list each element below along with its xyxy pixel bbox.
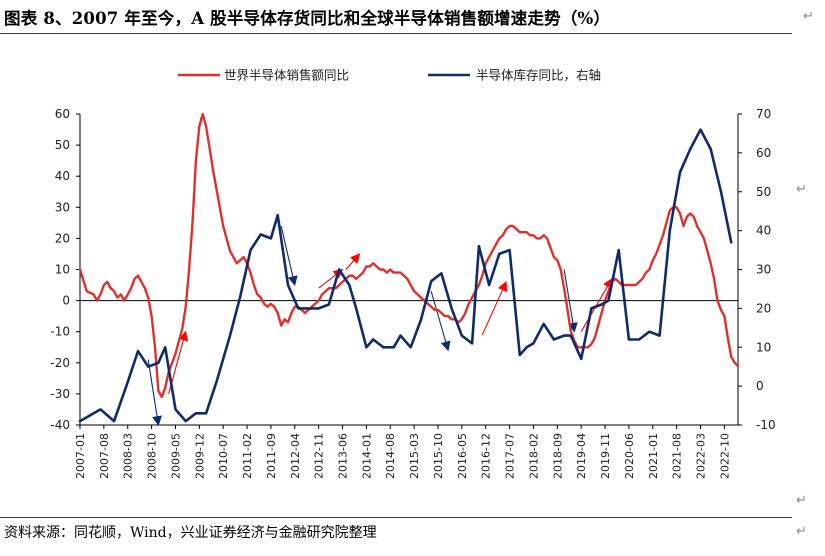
y-tick-label-right: 60 xyxy=(756,146,771,160)
y-tick-label-left: -20 xyxy=(50,356,70,370)
annotation-arrow xyxy=(280,225,298,287)
x-tick-label: 2021-08 xyxy=(671,433,684,479)
y-tick-label-right: 40 xyxy=(756,224,771,238)
y-tick-label-right: 20 xyxy=(756,301,771,315)
y-tick-label-left: 60 xyxy=(55,107,70,121)
chart: 世界半导体销售额同比 半导体库存同比，右轴 -40 -30 -20 -10 0 10 20 3… xyxy=(50,68,775,479)
x-tick-label: 2012-04 xyxy=(289,433,302,479)
x-tick-label: 2022-03 xyxy=(694,433,707,479)
x-tick-label: 2010-07 xyxy=(217,433,230,479)
annotation-arrow xyxy=(481,281,508,336)
x-tick-label: 2007-01 xyxy=(74,433,87,479)
x-tick-label: 2020-06 xyxy=(623,433,636,479)
y-tick-label-left: 0 xyxy=(62,294,70,308)
x-tick-label: 2018-09 xyxy=(551,433,564,479)
paragraph-mark-right: ↵ xyxy=(796,182,807,197)
annotation-arrow xyxy=(147,359,162,426)
x-tick-label: 2019-04 xyxy=(575,433,588,479)
x-tick-label: 2015-03 xyxy=(408,433,421,479)
y-tick-label-left: 20 xyxy=(55,231,70,245)
source-rule xyxy=(0,517,792,518)
y-tick-label-right: 70 xyxy=(756,107,771,121)
y-tick-label-right: 10 xyxy=(756,340,771,354)
x-tick-label: 2015-10 xyxy=(432,433,445,479)
series-line-sales-yoy xyxy=(78,112,740,399)
x-tick-label: 2016-05 xyxy=(456,433,469,479)
paragraph-mark-source: ↵ xyxy=(796,524,807,539)
x-tick-label: 2014-08 xyxy=(384,433,397,479)
y-tick-label-left: 30 xyxy=(55,200,70,214)
y-tick-label-left: -30 xyxy=(50,387,70,401)
x-tick-label: 2008-03 xyxy=(122,433,135,479)
x-tick-label: 2018-02 xyxy=(527,433,540,479)
x-tick-label: 2007-08 xyxy=(98,433,111,479)
annotation-arrow xyxy=(563,269,578,333)
annotation-arrow xyxy=(430,291,451,352)
y-tick-label-left: 40 xyxy=(55,169,70,183)
x-tick-label: 2022-10 xyxy=(718,433,731,479)
x-tick-label: 2014-01 xyxy=(360,433,373,479)
series-line-inventory-yoy xyxy=(78,128,733,423)
source-note: 资料来源：同花顺，Wind，兴业证券经济与金融研究院整理 xyxy=(4,525,377,541)
title-rule xyxy=(0,33,792,34)
y-tick-label-left: -40 xyxy=(50,418,70,432)
x-tick-label: 2011-09 xyxy=(265,433,278,479)
x-tick-label: 2016-12 xyxy=(480,433,493,479)
annotation-arrow xyxy=(345,253,361,270)
x-tick-label: 2011-02 xyxy=(241,433,254,479)
legend: 世界半导体销售额同比 半导体库存同比，右轴 xyxy=(178,68,601,83)
x-tick-label: 2012-11 xyxy=(313,433,326,479)
legend-label-inventory: 半导体库存同比，右轴 xyxy=(476,68,601,83)
axes: -40 -30 -20 -10 0 10 20 30 40 50 60 -10 0 10 20 30 40 50 6… xyxy=(50,107,775,479)
y-tick-label-left: -10 xyxy=(50,325,70,339)
annotation-arrows xyxy=(147,225,613,426)
x-tick-label: 2019-11 xyxy=(599,433,612,479)
paragraph-mark-bottom: ↵ xyxy=(796,493,807,508)
y-tick-label-right: -10 xyxy=(756,418,776,432)
x-tick-label: 2009-05 xyxy=(169,433,182,479)
paragraph-mark: ↵ xyxy=(803,9,814,24)
x-tick-label: 2013-06 xyxy=(337,433,350,479)
series-layer xyxy=(78,112,740,423)
x-tick-label: 2009-12 xyxy=(193,433,206,479)
y-tick-label-left: 10 xyxy=(55,263,70,277)
legend-label-sales: 世界半导体销售额同比 xyxy=(224,68,349,83)
x-tick-label: 2021-01 xyxy=(647,433,660,479)
y-tick-label-right: 50 xyxy=(756,185,771,199)
x-tick-label: 2008-10 xyxy=(146,433,159,479)
x-tick-label: 2017-07 xyxy=(504,433,517,479)
y-tick-label-right: 30 xyxy=(756,263,771,277)
figure-title: 图表 8、2007 年至今，A 股半导体存货同比和全球半导体销售额增速走势（%） xyxy=(4,9,611,28)
y-tick-label-right: 0 xyxy=(756,379,764,393)
y-tick-label-left: 50 xyxy=(55,138,70,152)
